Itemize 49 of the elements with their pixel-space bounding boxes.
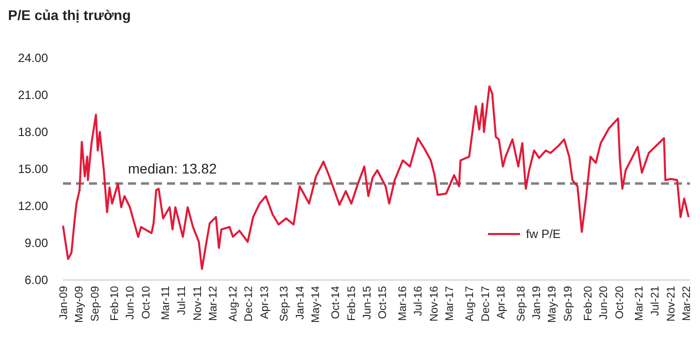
x-tick-label: Sep-13: [278, 286, 291, 322]
x-tick-label: Oct-20: [614, 286, 626, 320]
x-tick-label: Mar-11: [160, 286, 172, 320]
x-tick-label: Dec-12: [243, 286, 256, 322]
line-series: [62, 85, 690, 270]
x-tick-label: Mar-21: [634, 286, 646, 321]
x-tick-label: Mar-22: [680, 286, 693, 321]
x-tick-label: Sep-18: [515, 286, 528, 322]
x-tick-label: May-09: [73, 286, 86, 323]
x-tick-label: Feb-20: [582, 286, 594, 321]
chart-title: P/E của thị trường: [8, 7, 131, 23]
x-tick-label: Aug-12: [227, 286, 240, 322]
x-tick-label: Oct-15: [377, 286, 390, 320]
y-tick-label: 24.00: [18, 51, 48, 66]
x-tick-label: Sep-19: [562, 286, 575, 322]
y-tick-label: 6.00: [24, 273, 48, 288]
x-tick-label: May-19: [546, 286, 559, 323]
x-tick-label: Nov-11: [192, 286, 204, 321]
x-tick-label: Oct-14: [330, 286, 342, 320]
x-tick-label: Jun-15: [361, 286, 374, 320]
x-tick-label: Mar-17: [444, 286, 456, 321]
x-tick-label: Jul-11: [176, 286, 188, 316]
x-tick-label: Feb-10: [109, 286, 122, 321]
x-tick-label: Jun-20: [598, 286, 610, 320]
x-tick-label: Nov-21: [665, 286, 678, 322]
y-tick-label: 15.00: [18, 162, 48, 176]
x-tick-label: Jul-21: [649, 286, 662, 316]
x-tick-label: Jan-19: [531, 286, 544, 320]
y-tick-label: 12.00: [18, 199, 48, 214]
x-tick-label: Apr-13: [258, 286, 271, 320]
y-tick-label: 21.00: [18, 88, 48, 102]
x-tick-label: May-14: [310, 286, 322, 323]
x-tick-label: Aug-17: [464, 286, 476, 322]
x-tick-label: Oct-10: [140, 286, 153, 320]
x-tick-label: Sep-09: [89, 286, 102, 322]
x-tick-label: Mar-12: [208, 286, 220, 321]
x-tick-label: Feb-15: [346, 286, 358, 321]
x-tick-label: Dec-17: [480, 286, 492, 322]
x-tick-label: Jan-09: [58, 286, 70, 320]
y-tick-label: 9.00: [24, 236, 48, 250]
y-tick-label: 18.00: [18, 125, 48, 140]
x-tick-label: Jun-10: [124, 286, 137, 320]
x-tick-label: Mar-16: [396, 286, 409, 321]
x-tick-label: Jul-16: [412, 286, 425, 316]
legend-label: fw P/E: [526, 227, 561, 242]
x-tick-label: Nov-16: [428, 286, 441, 322]
x-tick-label: Jan-14: [294, 286, 306, 320]
ref-line-label: median: 13.82: [128, 160, 217, 177]
x-tick-label: Apr-18: [496, 286, 508, 320]
